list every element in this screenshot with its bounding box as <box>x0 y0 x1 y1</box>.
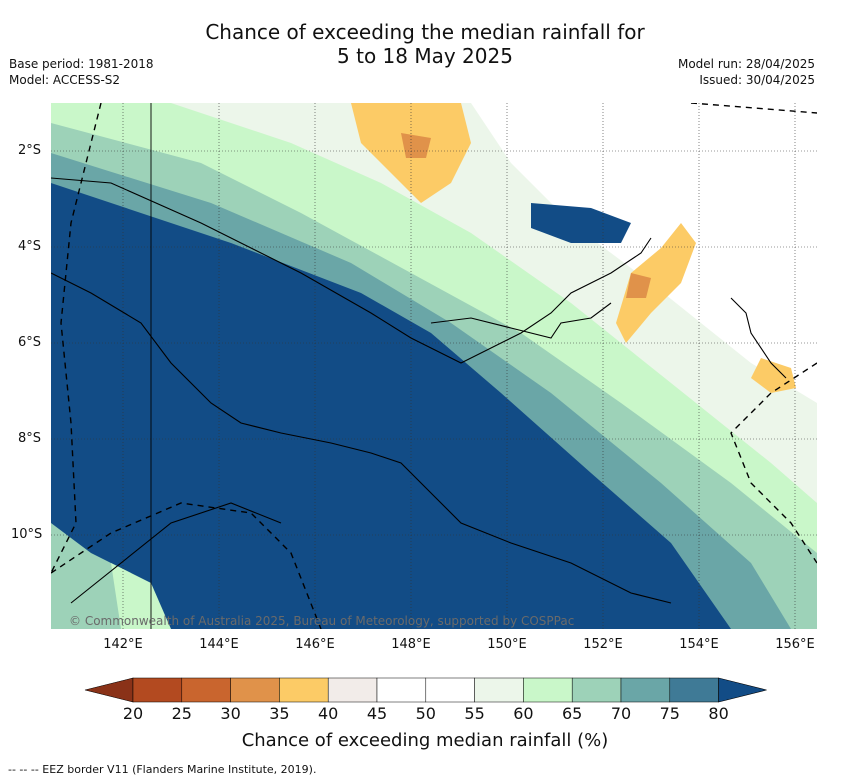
region-80-nb <box>531 203 631 243</box>
rainfall-map: © Commonwealth of Australia 2025, Bureau… <box>51 103 817 629</box>
colorbar-cell <box>230 677 280 703</box>
colorbar-tick-label: 70 <box>610 704 632 723</box>
lon-label-146e: 146°E <box>295 637 335 652</box>
region-west-lighter <box>111 563 171 629</box>
coastlines <box>51 103 787 629</box>
colorbar-tick-label: 65 <box>562 704 583 723</box>
issued-date: Issued: 30/04/2025 <box>699 73 815 87</box>
colorbar-tick-label: 20 <box>122 704 144 723</box>
lon-label-148e: 148°E <box>391 637 431 652</box>
colorbar-cell <box>474 677 524 703</box>
colorbar-cells <box>84 677 767 703</box>
region-30-east <box>626 273 651 298</box>
colorbar-tick-label: 60 <box>513 704 534 723</box>
colorbar-cell <box>523 677 573 703</box>
colorbar-label: Chance of exceeding median rainfall (%) <box>241 730 609 751</box>
colorbar-cell <box>279 677 329 703</box>
map-title-line2: 5 to 18 May 2025 <box>337 44 513 68</box>
region-80 <box>51 183 731 629</box>
map-svg <box>51 103 817 629</box>
model-run: Model run: 28/04/2025 <box>677 57 815 71</box>
colorbar-cell <box>571 677 622 703</box>
colorbar-cell <box>425 677 475 703</box>
lon-label-144e: 144°E <box>199 637 239 652</box>
colorbar-tick-label: 75 <box>659 704 680 723</box>
region-35-east <box>616 223 696 343</box>
colorbar-tick-label: 35 <box>269 704 290 723</box>
colorbar-cell <box>376 677 427 703</box>
lon-label-152e: 152°E <box>583 637 623 652</box>
lat-label-4s: 4°S <box>18 239 42 254</box>
colorbar <box>84 677 767 703</box>
colorbar-extend-high <box>718 677 767 703</box>
lat-label-6s: 6°S <box>18 335 42 350</box>
colorbar-tick-label: 45 <box>366 704 388 723</box>
base-period: Base period: 1981-2018 <box>9 57 154 71</box>
colorbar-tick-label: 40 <box>318 704 339 723</box>
lon-label-142e: 142°E <box>103 637 143 652</box>
colorbar-cell <box>181 677 231 703</box>
colorbar-tick-label: 55 <box>464 704 485 723</box>
lon-label-156e: 156°E <box>775 637 815 652</box>
colorbar-tick-label: 30 <box>220 704 241 723</box>
lat-label-10s: 10°S <box>11 527 43 542</box>
meta-right: Model run: 28/04/2025 Issued: 30/04/2025 <box>678 56 815 88</box>
colorbar-cell <box>620 677 671 703</box>
colorbar-tick-label: 80 <box>708 704 729 723</box>
copyright-note: © Commonwealth of Australia 2025, Bureau… <box>69 614 575 628</box>
lon-label-150e: 150°E <box>487 637 527 652</box>
graticule <box>51 103 817 629</box>
model-name: Model: ACCESS-S2 <box>9 73 121 87</box>
eez-borders <box>51 103 817 629</box>
meta-left: Base period: 1981-2018 Model: ACCESS-S2 <box>9 56 154 88</box>
colorbar-cell <box>327 677 378 703</box>
colorbar-tick-label: 50 <box>415 704 436 723</box>
colorbar-tick-label: 25 <box>171 704 192 723</box>
lat-label-2s: 2°S <box>18 143 42 158</box>
colorbar-extend-low <box>84 677 134 703</box>
region-30-north <box>401 133 431 158</box>
eez-legend-note: -- -- -- EEZ border V11 (Flanders Marine… <box>8 763 317 776</box>
colorbar-cell <box>132 677 183 703</box>
lon-label-154e: 154°E <box>679 637 719 652</box>
colorbar-cell <box>669 677 719 703</box>
map-title-line1: Chance of exceeding the median rainfall … <box>205 20 645 44</box>
lat-label-8s: 8°S <box>18 431 42 446</box>
